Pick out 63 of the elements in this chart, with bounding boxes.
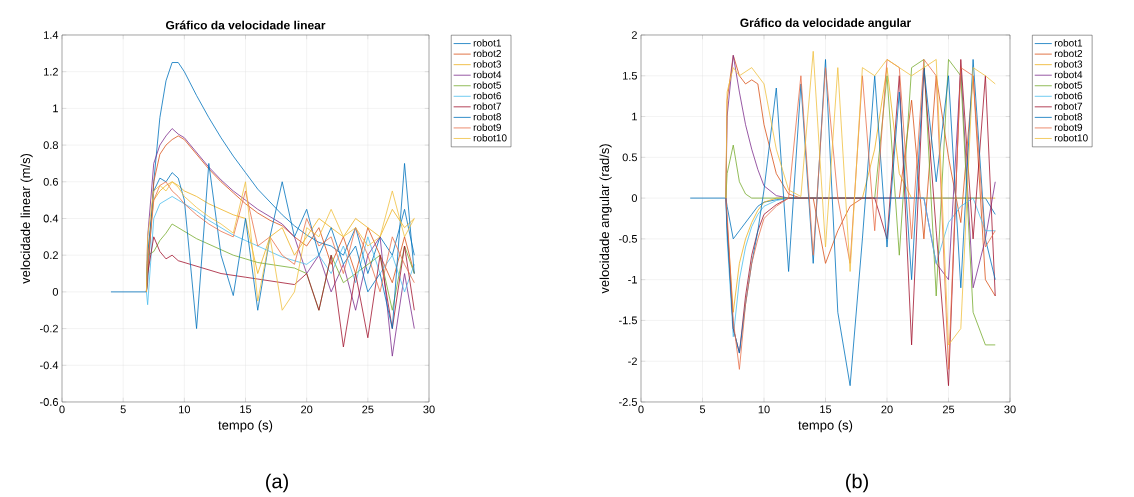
y-tick-label: -2.5 — [619, 398, 637, 406]
x-tick-label: 10 — [179, 405, 191, 414]
y-tick-label: 1 — [632, 112, 637, 121]
x-tick-label: 5 — [699, 405, 706, 414]
chart-title: Gráfico da velocidade linear — [165, 20, 326, 30]
x-tick-label: 5 — [120, 405, 126, 414]
y-tick-label: 2 — [631, 31, 637, 39]
legend-label: robot10 — [473, 134, 507, 142]
legend-label: robot7 — [473, 102, 501, 110]
text: (b) — [846, 473, 868, 493]
x-tick-label: 30 — [1004, 405, 1016, 414]
legend-label: robot3 — [1054, 60, 1083, 68]
x-tick-label: 20 — [881, 405, 893, 414]
legend-label: robot5 — [473, 81, 502, 89]
x-tick-label: 15 — [240, 405, 252, 414]
y-tick-label: -0.4 — [40, 361, 59, 370]
x-tick-label: 25 — [942, 405, 955, 414]
y-tick-label: -0.5 — [619, 234, 637, 243]
legend-label: robot1 — [473, 39, 501, 47]
y-tick-label: -0.6 — [40, 398, 58, 406]
x-tick-label: 0 — [638, 405, 644, 414]
legend-label: robot4 — [1054, 70, 1083, 79]
y-tick-label: 0.2 — [43, 251, 58, 260]
y-tick-label: -2 — [628, 357, 637, 366]
y-axis-title: velocidade linear (m/s) — [20, 153, 33, 284]
x-axis-title: tempo (s) — [798, 420, 853, 433]
x-tick-label: 10 — [758, 405, 770, 414]
legend-label: robot7 — [1054, 102, 1083, 110]
y-axis-title: velocidade angular (rad/s) — [599, 144, 612, 294]
y-tick-label: 0.6 — [43, 177, 58, 186]
legend-label: robot3 — [473, 60, 502, 68]
legend-label: robot9 — [1054, 123, 1083, 131]
y-tick-label: 0.4 — [43, 214, 59, 223]
legend-label: robot4 — [473, 70, 502, 79]
legend-label: robot10 — [1054, 134, 1088, 142]
x-tick-label: 0 — [59, 405, 65, 414]
y-tick-label: 1.4 — [44, 31, 59, 39]
legend-label: robot8 — [1054, 113, 1083, 121]
legend-label: robot1 — [1054, 39, 1083, 47]
x-tick-label: 30 — [423, 405, 435, 414]
legend-label: robot2 — [1054, 49, 1083, 58]
y-tick-label: -1.5 — [619, 316, 637, 325]
y-tick-label: 0.5 — [622, 153, 637, 162]
y-tick-label: 1.2 — [44, 67, 58, 76]
y-tick-label: 0.8 — [43, 141, 58, 149]
y-tick-label: 1 — [53, 104, 58, 113]
chart-title: Gráfico da velocidade angular — [740, 18, 912, 30]
legend-label: robot8 — [473, 113, 502, 121]
x-tick-label: 15 — [820, 405, 832, 414]
legend-label: robot5 — [1054, 81, 1083, 89]
x-tick-label: 20 — [301, 405, 313, 414]
y-tick-label: 0 — [631, 194, 638, 202]
text: (a) — [266, 473, 288, 493]
y-tick-label: 0 — [52, 288, 59, 296]
legend-label: robot2 — [473, 49, 501, 58]
y-tick-label: -1 — [628, 275, 637, 284]
legend-label: robot6 — [473, 91, 502, 100]
y-tick-label: 1.5 — [623, 71, 637, 80]
legend-label: robot9 — [473, 123, 501, 131]
x-axis-title: tempo (s) — [218, 420, 273, 433]
x-tick-label: 25 — [362, 405, 374, 414]
y-tick-label: -0.2 — [40, 324, 58, 333]
legend-label: robot6 — [1054, 91, 1083, 100]
